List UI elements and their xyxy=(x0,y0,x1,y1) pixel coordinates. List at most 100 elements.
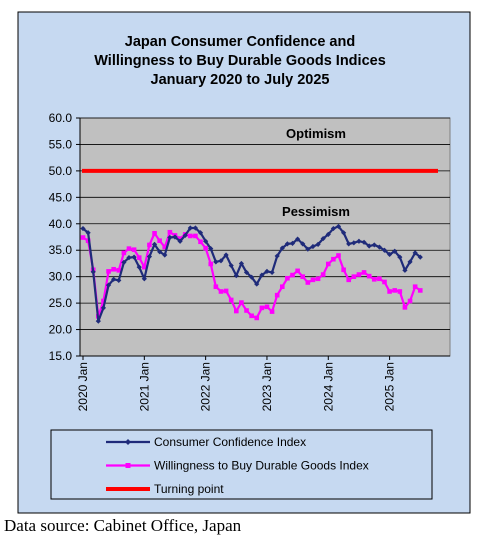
y-tick-label-0: 15.0 xyxy=(49,349,73,363)
zone-label-0: Optimism xyxy=(286,126,346,141)
point-1-58 xyxy=(377,276,382,282)
point-1-39 xyxy=(279,284,285,290)
point-0-28 xyxy=(223,252,229,258)
point-1-25 xyxy=(208,261,214,267)
point-0-2 xyxy=(90,269,96,275)
y-tick-label-5: 40.0 xyxy=(49,217,73,231)
point-0-14 xyxy=(151,241,158,248)
point-0-58 xyxy=(376,244,382,250)
point-0-32 xyxy=(243,269,250,276)
point-0-60 xyxy=(387,251,393,258)
point-0-8 xyxy=(121,259,127,265)
point-0-51 xyxy=(341,230,347,236)
point-0-44 xyxy=(305,246,311,252)
point-0-7 xyxy=(116,277,122,283)
point-1-50 xyxy=(336,253,341,258)
point-0-20 xyxy=(182,232,188,239)
point-1-21 xyxy=(188,233,193,239)
point-1-15 xyxy=(157,238,162,244)
point-1-37 xyxy=(269,309,275,314)
point-0-38 xyxy=(274,253,280,259)
point-1-45 xyxy=(310,277,316,283)
point-1-41 xyxy=(290,272,295,278)
point-1-61 xyxy=(392,288,398,293)
y-tick-label-6: 45.0 xyxy=(49,190,73,204)
point-1-65 xyxy=(412,284,418,290)
y-tick-label-9: 60.0 xyxy=(49,111,73,125)
point-1-11 xyxy=(136,255,142,260)
x-tick-label-5: 2025 Jan xyxy=(383,362,397,411)
point-1-29 xyxy=(228,297,234,303)
point-1-51 xyxy=(341,267,346,273)
point-0-11 xyxy=(136,264,142,270)
point-1-40 xyxy=(285,275,290,281)
plot-area xyxy=(79,117,451,357)
point-1-46 xyxy=(315,276,321,282)
point-1-64 xyxy=(407,298,413,304)
zone-label-1: Pessimism xyxy=(282,204,350,219)
point-0-53 xyxy=(351,240,357,246)
point-0-55 xyxy=(361,239,367,245)
point-0-4 xyxy=(100,305,107,311)
point-1-19 xyxy=(177,236,183,241)
legend-label-0: Consumer Confidence Index xyxy=(154,435,306,449)
point-1-5 xyxy=(106,269,111,274)
point-0-43 xyxy=(300,241,306,247)
point-0-56 xyxy=(366,243,372,249)
point-0-36 xyxy=(264,268,270,274)
legend: Consumer Confidence Index Willingness to … xyxy=(50,429,433,500)
point-0-39 xyxy=(279,245,285,251)
point-0-52 xyxy=(346,241,352,247)
point-1-7 xyxy=(116,268,122,273)
point-0-5 xyxy=(105,282,112,288)
x-tick-label-3: 2023 Jan xyxy=(260,362,274,411)
point-1-55 xyxy=(361,270,367,275)
point-1-53 xyxy=(351,274,357,279)
point-1-60 xyxy=(387,289,392,294)
point-0-26 xyxy=(213,259,219,265)
point-0-17 xyxy=(167,234,173,241)
point-1-4 xyxy=(101,298,106,304)
y-tick-label-8: 55.0 xyxy=(49,137,73,151)
point-0-40 xyxy=(284,241,290,247)
point-0-34 xyxy=(254,281,260,287)
point-1-24 xyxy=(203,245,208,251)
point-0-15 xyxy=(157,249,163,255)
point-0-45 xyxy=(310,243,316,250)
point-1-35 xyxy=(259,305,265,311)
point-0-49 xyxy=(330,225,336,232)
point-1-26 xyxy=(213,284,219,290)
point-0-65 xyxy=(412,250,418,256)
point-1-66 xyxy=(417,288,423,293)
legend-entries: Consumer Confidence Index Willingness to … xyxy=(106,435,369,496)
point-0-6 xyxy=(111,276,117,282)
x-tick-label-1: 2021 Jan xyxy=(137,362,151,411)
point-0-63 xyxy=(402,267,408,273)
point-0-62 xyxy=(397,254,403,260)
point-1-47 xyxy=(320,272,326,277)
point-0-12 xyxy=(141,276,147,282)
point-1-63 xyxy=(402,305,408,310)
point-0-37 xyxy=(269,269,275,276)
data-source-note: Data source: Cabinet Office, Japan xyxy=(4,516,242,535)
point-0-22 xyxy=(192,225,199,231)
point-1-49 xyxy=(331,256,336,262)
point-1-13 xyxy=(147,242,152,248)
point-0-21 xyxy=(187,225,193,231)
legend-label-1: Willingness to Buy Durable Goods Index xyxy=(154,459,369,473)
point-0-1 xyxy=(85,230,91,236)
point-1-16 xyxy=(162,244,168,250)
point-1-32 xyxy=(244,308,249,313)
point-0-23 xyxy=(197,230,204,236)
point-1-36 xyxy=(264,304,270,310)
point-1-22 xyxy=(193,233,198,239)
point-0-0 xyxy=(80,225,86,232)
point-1-8 xyxy=(121,250,127,256)
point-0-59 xyxy=(381,247,388,253)
point-0-27 xyxy=(218,258,224,264)
x-tick-label-0: 2020 Jan xyxy=(76,362,90,411)
series-0 xyxy=(80,223,423,324)
point-1-6 xyxy=(111,266,116,272)
point-0-33 xyxy=(249,274,255,280)
point-0-19 xyxy=(177,238,183,244)
